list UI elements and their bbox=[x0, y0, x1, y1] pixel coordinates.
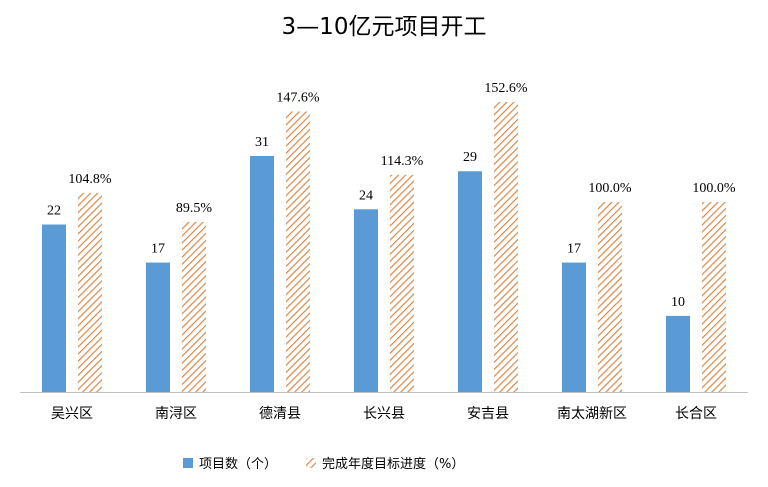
data-label-target-progress: 114.3% bbox=[381, 154, 424, 169]
data-label-project-count: 17 bbox=[567, 242, 581, 257]
bar-project-count bbox=[458, 171, 482, 392]
data-label-project-count: 17 bbox=[151, 242, 165, 257]
bar-target-progress bbox=[702, 201, 726, 392]
category-label: 德清县 bbox=[259, 406, 301, 422]
category-labels: 吴兴区 南浔区 德清县 长兴县 安吉县 南太湖新区 长合区 bbox=[51, 406, 717, 422]
bar-target-progress bbox=[78, 192, 102, 392]
bar-project-count bbox=[42, 224, 66, 392]
bar-project-count bbox=[562, 262, 586, 392]
data-label-project-count: 22 bbox=[47, 204, 61, 219]
data-label-target-progress: 89.5% bbox=[176, 201, 213, 216]
bar-project-count bbox=[354, 209, 378, 392]
data-label-project-count: 29 bbox=[463, 150, 477, 165]
bar-project-count bbox=[666, 315, 690, 392]
bar-target-progress bbox=[494, 102, 518, 392]
category-label: 南太湖新区 bbox=[557, 406, 627, 422]
category-label: 安吉县 bbox=[467, 406, 509, 422]
category-label: 南浔区 bbox=[155, 406, 197, 422]
bar-target-progress bbox=[182, 221, 206, 392]
legend-swatch-project-count bbox=[183, 458, 193, 468]
bar-project-count bbox=[146, 262, 170, 392]
category-label: 长兴县 bbox=[363, 406, 405, 422]
legend-label-project-count: 项目数（个） bbox=[199, 457, 277, 472]
legend-label-target-progress: 完成年度目标进度（%） bbox=[322, 456, 464, 472]
data-label-target-progress: 100.0% bbox=[692, 181, 736, 196]
category-label: 长合区 bbox=[675, 406, 717, 422]
data-label-project-count: 24 bbox=[359, 188, 373, 203]
data-label-project-count: 10 bbox=[671, 295, 685, 310]
legend-swatch-target-progress bbox=[306, 458, 316, 468]
bar-target-progress bbox=[598, 201, 622, 392]
data-label-project-count: 31 bbox=[255, 135, 269, 150]
bar-target-progress bbox=[286, 111, 310, 393]
chart-title: 3—10亿元项目开工 bbox=[282, 14, 487, 40]
bar-project-count bbox=[250, 156, 274, 392]
bar-group: 22 104.8% 17 89.5% 31 147.6% 24 114.3% 29 152.6% 1… bbox=[42, 81, 736, 393]
category-label: 吴兴区 bbox=[51, 406, 93, 422]
legend: 项目数（个） 完成年度目标进度（%） bbox=[183, 456, 464, 472]
bar-target-progress bbox=[390, 174, 414, 392]
data-label-target-progress: 104.8% bbox=[68, 172, 112, 187]
data-label-target-progress: 100.0% bbox=[588, 181, 632, 196]
data-label-target-progress: 147.6% bbox=[276, 91, 320, 106]
data-label-target-progress: 152.6% bbox=[484, 81, 528, 96]
